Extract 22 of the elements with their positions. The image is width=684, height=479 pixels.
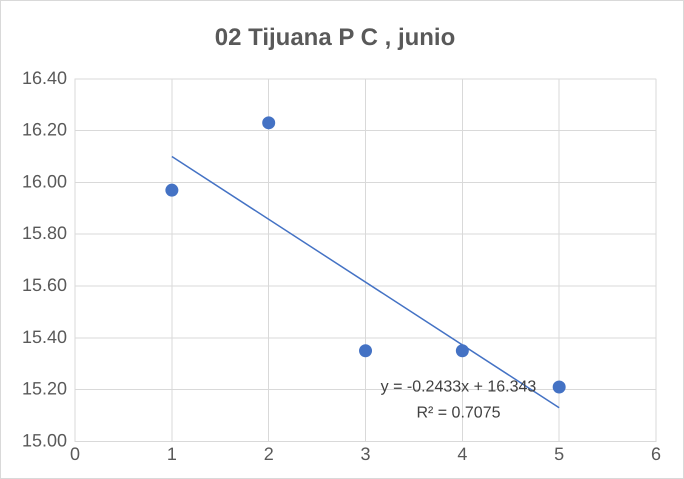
x-tick-label: 2 (264, 444, 274, 464)
point (262, 116, 276, 130)
point (165, 184, 178, 197)
y-tick-label: 15.40 (22, 326, 68, 347)
point (359, 344, 372, 358)
y-tick-label: 16.00 (22, 171, 68, 192)
y-tick-label: 15.80 (22, 223, 68, 244)
y-tick-label: 15.60 (22, 274, 68, 295)
x-tick-label: 4 (457, 444, 468, 464)
y-tick-label: 15.20 (22, 378, 68, 399)
point (456, 344, 469, 358)
x-tick-label: 3 (360, 444, 371, 464)
annotation: R² = 0.7075 (416, 404, 501, 422)
chart-title: 02 Tijuana P C , junio (214, 24, 456, 52)
x-tick-label: 1 (166, 444, 177, 464)
y-tick-label: 16.20 (22, 120, 68, 140)
x-tick-label: 0 (70, 444, 80, 464)
x-tick-label: 5 (554, 444, 564, 464)
point (552, 380, 566, 394)
y-tick-label: 15.00 (22, 430, 68, 450)
y-tick-label: 16.40 (22, 68, 68, 88)
x-tick-label: 6 (650, 444, 662, 464)
